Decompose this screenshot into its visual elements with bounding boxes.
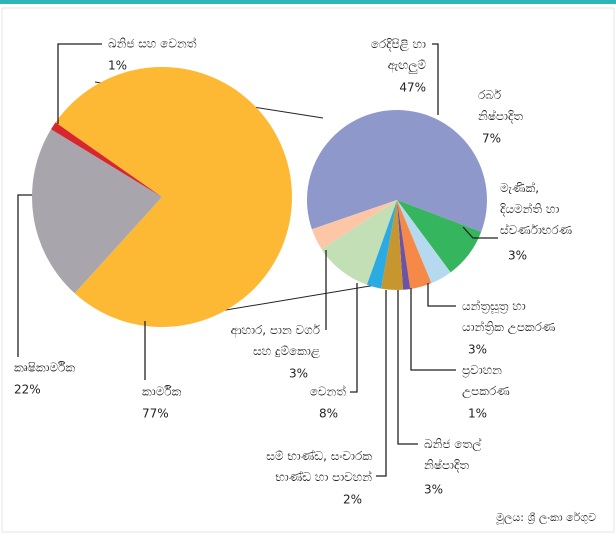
slice-label: ඛනිජ සහ වෙනත් [108,36,197,50]
leader-line [376,290,387,477]
value-label: 1% [108,59,127,73]
value-label: 77% [142,407,169,421]
leader-line [462,226,498,239]
pie-slice [51,122,163,197]
leader-line [350,283,358,393]
leader-line [410,288,456,371]
value-label: 1% [468,407,487,421]
slice-label: කෘෂිකාර්මික [14,361,75,375]
source: මූලය: ශ්‍රී ලංකා රේගුව [496,510,596,525]
slice-label: ප්‍රවාහන උපකරණ [462,363,510,399]
leader-line [427,283,456,307]
leader-line [397,290,418,445]
frame [1,7,615,533]
leader-line [432,43,439,115]
pie-slice [397,200,432,290]
slice-label: සම් භාණ්ඩ, සංචාරක භාණ්ඩ හා පාවහන් [266,448,372,483]
slice-label: කාර්මික [142,385,182,399]
leader-line [17,194,32,357]
value-label: 3% [508,249,527,263]
pie-slice [307,110,488,232]
pie-slice [397,200,482,273]
slice-label: ඛනිජ තෙල් නිෂ්පාදිත [424,436,481,471]
leader-line [57,43,102,124]
slice-label: ආහාර, පාන වර්ග සහ දුම්කොළ [231,323,321,359]
pie-slice [366,200,397,289]
value-label: 3% [289,367,308,381]
value-label: 7% [482,132,501,146]
pie-slice [55,66,292,327]
pie-slice [31,129,162,294]
pie-slice [397,200,411,290]
top-bar [0,0,616,4]
value-label: 8% [319,407,338,421]
value-label: 22% [14,383,41,397]
slice-label: මැණික්, දියමන්ති හා ස්වර්ණාභරණ [500,180,572,236]
pie-slice [397,200,451,284]
pie-slice [311,200,397,250]
pie-slice [381,200,403,290]
slice-label: වෙනත් [310,384,347,398]
slice-label: යන්ත්‍රසූත්‍ර හා යාන්ත්‍රික උපකරණ [462,298,555,334]
slice-label: රෙදිපිළි හා ඇඟලුම් [371,37,427,74]
value-label: 2% [343,493,362,507]
pie-slice [321,200,397,285]
value-label: 47% [399,81,426,95]
value-label: 3% [468,343,487,357]
value-label: 3% [424,483,443,497]
slice-label: රබර් නිෂ්පාදිත [478,88,523,123]
